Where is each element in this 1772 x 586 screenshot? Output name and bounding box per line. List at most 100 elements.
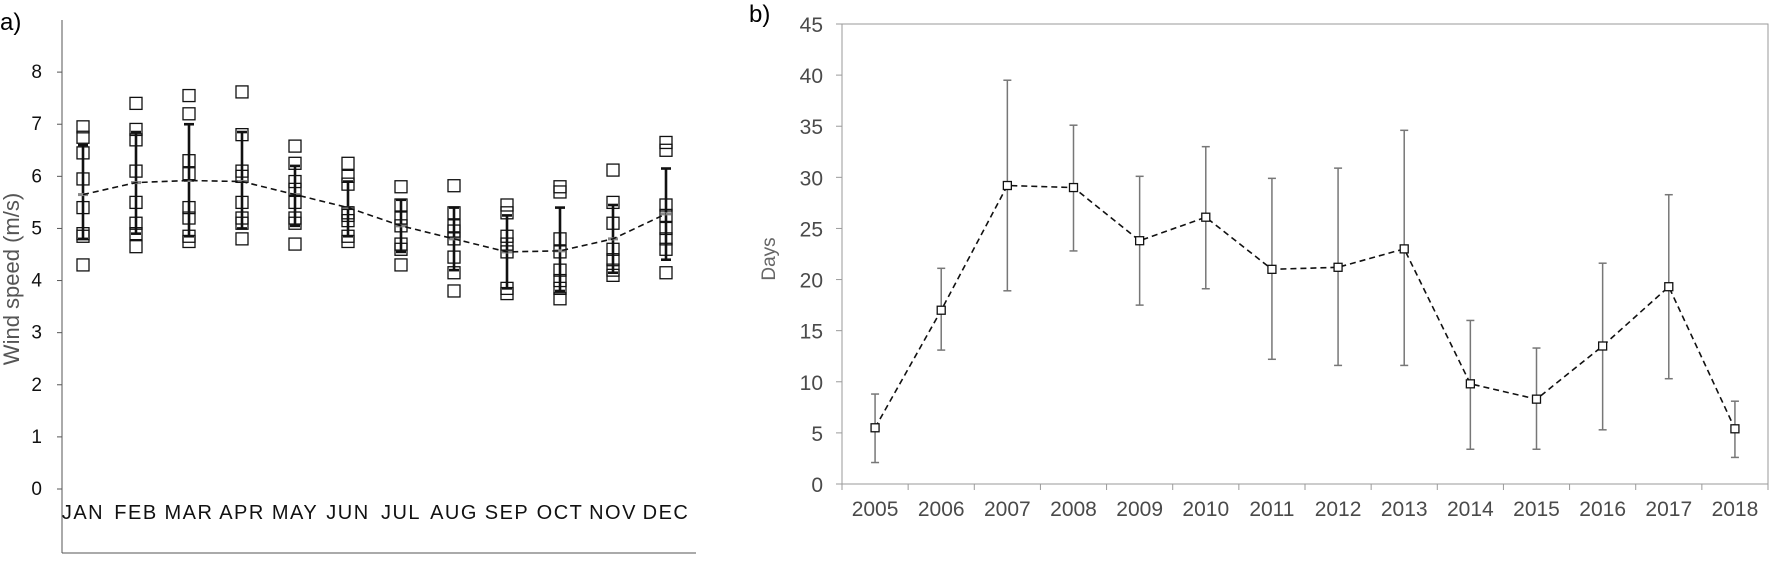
panel-a-data-point bbox=[394, 211, 408, 225]
panel-a-data-point bbox=[129, 240, 143, 254]
panel-a-data-point bbox=[394, 242, 408, 256]
panel-a-data-point bbox=[394, 219, 408, 233]
panel-a-data-point bbox=[341, 177, 355, 191]
panel-a-data-point bbox=[182, 167, 196, 181]
panel-b-y-tick-label: 30 bbox=[800, 167, 823, 190]
panel-b-year-label: 2009 bbox=[1116, 498, 1163, 521]
panel-a-month-label: DEC bbox=[643, 502, 690, 524]
panel-a-data-point bbox=[129, 133, 143, 147]
panel-a-data-point bbox=[394, 258, 408, 272]
panel-b-year-label: 2010 bbox=[1182, 498, 1229, 521]
panel-a-data-point bbox=[553, 263, 567, 277]
panel-a-data-point bbox=[553, 185, 567, 199]
panel-b-y-tick-label: 20 bbox=[800, 270, 823, 293]
panel-b-points bbox=[870, 180, 1740, 434]
panel-a-label: a) bbox=[0, 9, 21, 36]
panel-a-data-point bbox=[182, 154, 196, 168]
panel-a-data-point bbox=[606, 268, 620, 282]
panel-a-data-point bbox=[129, 122, 143, 137]
panel-b-data-point bbox=[1267, 264, 1277, 274]
panel-b-y-ticks: 0 5 10 15 20 25 30 35 40 45 bbox=[800, 14, 842, 497]
panel-a-data-point bbox=[288, 237, 302, 251]
panel-a-data-point bbox=[553, 281, 567, 296]
panel-a-data-point bbox=[129, 216, 143, 230]
panel-b-data-point bbox=[1730, 424, 1740, 434]
panel-b-year-label: 2017 bbox=[1645, 498, 1692, 521]
panel-a-data-point bbox=[659, 208, 673, 223]
panel-a-data-point bbox=[553, 180, 567, 194]
panel-a-x-labels: JAN FEB MAR APR MAY JUN JUL AUG SEP OCT NOV DEC bbox=[62, 502, 690, 524]
panel-b-data-point bbox=[1399, 244, 1409, 254]
panel-a-data-point bbox=[500, 245, 514, 259]
panel-b-y-tick-label: 10 bbox=[800, 372, 823, 395]
panel-b-data-point bbox=[1597, 341, 1608, 351]
panel-a-data-point bbox=[76, 130, 90, 144]
panel-b-error-bars bbox=[871, 79, 1739, 464]
panel-a-month-label: MAR bbox=[165, 502, 214, 524]
panel-a-y-tick-label: 6 bbox=[31, 166, 42, 187]
panel-b-data-point bbox=[1002, 180, 1013, 191]
panel-a-y-tick-label: 7 bbox=[31, 114, 42, 135]
panel-b-year-label: 2013 bbox=[1381, 498, 1428, 521]
panel-a-data-point bbox=[500, 229, 514, 243]
panel-a-data-point bbox=[659, 198, 673, 212]
panel-a-data-point bbox=[447, 224, 461, 238]
panel-a-month-label: FEB bbox=[114, 502, 157, 524]
panel-a-data-point bbox=[288, 216, 302, 230]
panel-a-data-point bbox=[129, 195, 143, 210]
panel-a-data-point bbox=[500, 237, 514, 251]
panel-b-data-point bbox=[936, 305, 946, 315]
panel-a-data-point bbox=[235, 169, 249, 183]
panel-b-y-tick-label: 25 bbox=[800, 218, 823, 241]
panel-b-year-label: 2011 bbox=[1249, 498, 1294, 521]
panel-a-data-point bbox=[235, 85, 249, 99]
panel-b-data-point bbox=[1201, 212, 1211, 222]
panel-a-data-point bbox=[447, 284, 461, 298]
panel-a-data-point bbox=[129, 227, 143, 241]
panel-a-month-label: APR bbox=[219, 502, 265, 524]
panel-a-y-axis-title: Wind speed (m/s) bbox=[0, 193, 24, 365]
panel-a-y-tick-label: 1 bbox=[31, 427, 42, 448]
panel-a-points bbox=[76, 85, 673, 306]
panel-a-data-point bbox=[606, 195, 620, 210]
panel-a-data-point bbox=[76, 229, 90, 243]
panel-b-year-label: 2014 bbox=[1447, 498, 1494, 521]
panel-a-data-point bbox=[235, 127, 249, 142]
panel-b-x-labels: 2005 2006 2007 2008 2009 2010 2011 2012 2013 2014… bbox=[841, 484, 1769, 521]
panel-a-month-label: JAN bbox=[62, 502, 104, 524]
panel-a-month-label: JUN bbox=[326, 502, 369, 524]
panel-a-data-point bbox=[182, 234, 196, 249]
panel-a-month-label: OCT bbox=[537, 502, 584, 524]
panel-b-data-point bbox=[870, 423, 880, 433]
panel-a-data-point bbox=[76, 146, 90, 160]
panel-b-mean-line bbox=[874, 184, 1736, 430]
panel-b-data-point bbox=[1333, 262, 1343, 272]
panel-b-data-point bbox=[1664, 282, 1674, 292]
panel-b-y-tick-label: 40 bbox=[800, 65, 823, 88]
panel-a-data-point bbox=[500, 206, 514, 220]
panel-a-data-point bbox=[606, 163, 620, 177]
panel-a-data-point bbox=[659, 135, 673, 150]
panel-a-data-point bbox=[659, 232, 673, 246]
panel-a-data-point bbox=[129, 96, 143, 111]
panel-b-year-label: 2015 bbox=[1513, 498, 1560, 521]
panel-b-y-tick-label: 45 bbox=[800, 14, 823, 37]
panel-a-month-label: NOV bbox=[589, 502, 637, 524]
panel-a-data-point bbox=[182, 211, 196, 225]
panel-a-y-tick-label: 5 bbox=[31, 218, 42, 239]
panel-a-month-label: MAY bbox=[272, 502, 318, 524]
panel-a-data-point bbox=[76, 200, 90, 215]
panel-b-data-point bbox=[1531, 394, 1542, 404]
panel-a-data-point bbox=[606, 216, 620, 230]
panel-a-data-point bbox=[235, 232, 249, 246]
panel-a-data-point bbox=[288, 139, 302, 153]
panel-a-data-point bbox=[76, 258, 90, 272]
panel-b-year-label: 2012 bbox=[1315, 498, 1362, 521]
panel-a-data-point bbox=[76, 172, 90, 186]
panel-b-y-tick-label: 5 bbox=[811, 423, 823, 446]
panel-a-y-tick-label: 3 bbox=[31, 323, 42, 344]
panel-a-month-label: JUL bbox=[381, 502, 421, 524]
panel-a-data-point bbox=[341, 156, 355, 170]
